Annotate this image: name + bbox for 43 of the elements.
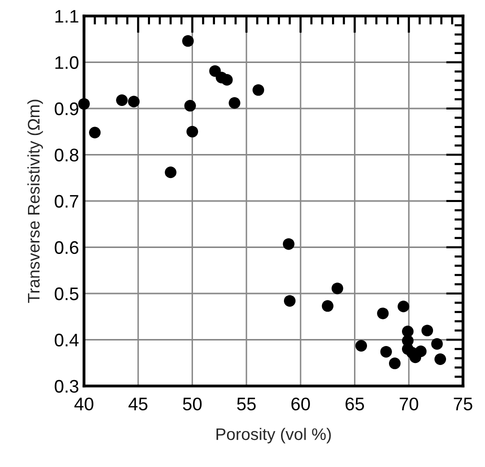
point <box>89 126 101 138</box>
point <box>164 166 176 178</box>
point <box>434 353 446 365</box>
y-tick-label: 0.8 <box>54 148 78 162</box>
point <box>322 300 334 312</box>
x-tick-label: 65 <box>346 398 364 410</box>
point <box>388 358 401 370</box>
y-tick-label: 0.7 <box>54 194 78 208</box>
point <box>116 94 128 106</box>
point <box>282 238 294 250</box>
y-axis-title: Transverse Resistivity (Ωm) <box>27 100 43 303</box>
point <box>398 300 410 312</box>
point <box>228 97 240 109</box>
point <box>221 74 233 86</box>
y-tick-label: 0.9 <box>54 102 78 116</box>
point <box>128 96 140 108</box>
point <box>184 100 196 112</box>
x-tick-label: 55 <box>237 398 256 410</box>
point <box>182 35 194 47</box>
x-tick-label: 45 <box>128 398 148 410</box>
y-tick-label: 0.4 <box>54 334 79 346</box>
y-tick-label: 1.1 <box>55 10 78 23</box>
y-tick-label: 1.0 <box>55 56 78 69</box>
x-axis-title: Porosity (vol %) <box>216 428 331 444</box>
point <box>355 340 368 352</box>
x-tick-label: 70 <box>400 398 418 410</box>
x-tick-label: 60 <box>291 398 310 410</box>
x-tick-label: 50 <box>182 398 202 410</box>
point <box>252 84 264 96</box>
y-tick-label: 0.3 <box>54 380 78 393</box>
y-tick-label: 0.6 <box>54 241 78 254</box>
point <box>421 324 434 336</box>
x-tick-label: 40 <box>74 398 94 410</box>
point <box>284 295 296 307</box>
y-tick-label: 0.5 <box>54 287 78 300</box>
point <box>414 346 427 358</box>
point <box>431 338 443 350</box>
point <box>332 282 344 294</box>
point <box>78 98 90 110</box>
point <box>377 308 389 320</box>
point <box>380 346 392 358</box>
point <box>186 126 198 138</box>
x-tick-label: 75 <box>454 398 472 410</box>
